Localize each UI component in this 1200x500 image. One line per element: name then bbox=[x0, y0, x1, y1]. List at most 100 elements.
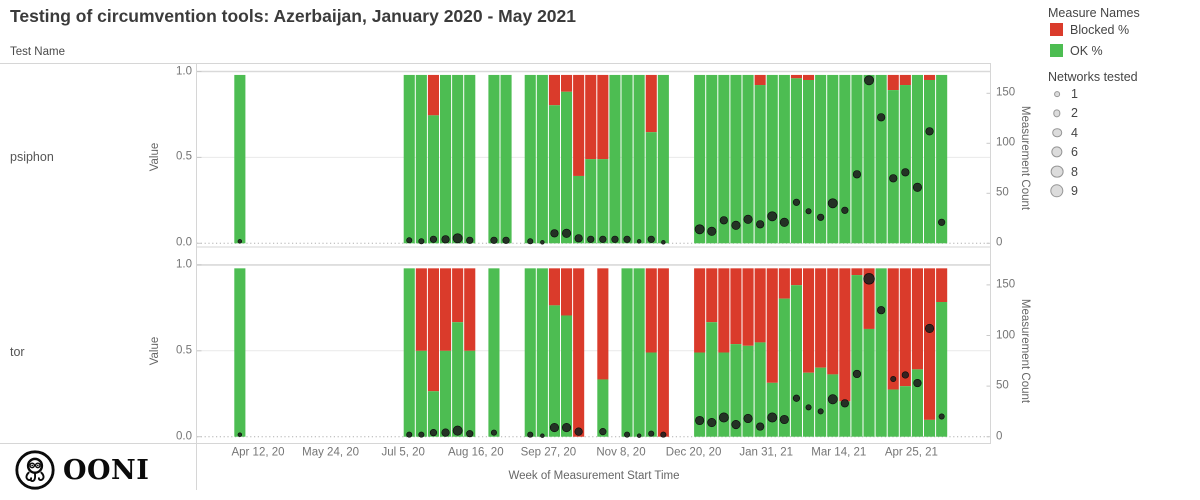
ok-segment[interactable] bbox=[548, 105, 560, 244]
week-bar-psiphon[interactable] bbox=[863, 74, 875, 244]
measurement-count-dot[interactable] bbox=[912, 182, 923, 192]
week-bar-psiphon[interactable] bbox=[657, 74, 669, 244]
week-bar-psiphon[interactable] bbox=[911, 74, 923, 244]
blocked-segment[interactable] bbox=[754, 74, 766, 86]
blocked-segment[interactable] bbox=[597, 74, 609, 160]
ok-segment[interactable] bbox=[427, 391, 439, 437]
ok-segment[interactable] bbox=[778, 298, 790, 437]
blocked-segment[interactable] bbox=[548, 268, 560, 306]
ok-segment[interactable] bbox=[234, 74, 246, 244]
measurement-count-dot[interactable] bbox=[743, 214, 753, 224]
week-bar-psiphon[interactable] bbox=[778, 74, 790, 244]
blocked-segment[interactable] bbox=[803, 74, 815, 80]
measurement-count-dot[interactable] bbox=[756, 220, 765, 229]
blocked-segment[interactable] bbox=[851, 268, 863, 276]
week-bar-psiphon[interactable] bbox=[790, 74, 802, 244]
blocked-segment[interactable] bbox=[415, 268, 427, 351]
measurement-count-dot[interactable] bbox=[406, 431, 413, 438]
measurement-count-dot[interactable] bbox=[817, 213, 825, 221]
measurement-count-dot[interactable] bbox=[502, 236, 510, 244]
measurement-count-dot[interactable] bbox=[925, 127, 934, 136]
ok-segment[interactable] bbox=[645, 132, 657, 244]
ok-segment[interactable] bbox=[234, 268, 246, 437]
blocked-segment[interactable] bbox=[863, 268, 875, 329]
ok-segment[interactable] bbox=[742, 345, 754, 437]
blocked-segment[interactable] bbox=[899, 268, 911, 387]
week-bar-psiphon[interactable] bbox=[500, 74, 512, 244]
ok-segment[interactable] bbox=[464, 350, 476, 437]
measurement-count-dot[interactable] bbox=[623, 235, 631, 243]
week-bar-psiphon[interactable] bbox=[766, 74, 778, 244]
ok-segment[interactable] bbox=[694, 74, 706, 244]
week-bar-tor[interactable] bbox=[754, 268, 766, 437]
week-bar-psiphon[interactable] bbox=[488, 74, 500, 244]
measurement-count-dot[interactable] bbox=[406, 237, 413, 244]
ok-segment[interactable] bbox=[633, 74, 645, 244]
week-bar-psiphon[interactable] bbox=[875, 74, 887, 244]
ok-segment[interactable] bbox=[524, 268, 536, 437]
measurement-count-dot[interactable] bbox=[527, 238, 534, 245]
week-bar-psiphon[interactable] bbox=[730, 74, 742, 244]
blocked-segment[interactable] bbox=[766, 268, 778, 383]
week-bar-tor[interactable] bbox=[790, 268, 802, 437]
ok-segment[interactable] bbox=[645, 352, 657, 437]
ok-segment[interactable] bbox=[488, 268, 500, 437]
week-bar-tor[interactable] bbox=[464, 268, 476, 437]
week-bar-tor[interactable] bbox=[694, 268, 706, 437]
blocked-segment[interactable] bbox=[657, 268, 669, 437]
week-bar-psiphon[interactable] bbox=[839, 74, 851, 244]
week-bar-psiphon[interactable] bbox=[645, 74, 657, 244]
week-bar-psiphon[interactable] bbox=[548, 74, 560, 244]
measurement-count-dot[interactable] bbox=[779, 414, 789, 425]
week-bar-tor[interactable] bbox=[403, 268, 415, 437]
week-bar-tor[interactable] bbox=[440, 268, 452, 437]
ok-segment[interactable] bbox=[899, 386, 911, 437]
blocked-segment[interactable] bbox=[597, 268, 609, 380]
ok-segment[interactable] bbox=[694, 352, 706, 437]
ok-segment[interactable] bbox=[851, 74, 863, 244]
measurement-count-dot[interactable] bbox=[767, 211, 778, 222]
week-bar-tor[interactable] bbox=[730, 268, 742, 437]
ok-segment[interactable] bbox=[718, 352, 730, 437]
measurement-count-dot[interactable] bbox=[841, 206, 849, 214]
measurement-count-dot[interactable] bbox=[429, 429, 438, 437]
measurement-count-dot[interactable] bbox=[938, 218, 946, 226]
blocked-segment[interactable] bbox=[561, 74, 573, 92]
measurement-count-dot[interactable] bbox=[718, 412, 729, 423]
ok-segment[interactable] bbox=[766, 382, 778, 437]
ok-segment[interactable] bbox=[500, 74, 512, 244]
measurement-count-dot[interactable] bbox=[924, 323, 935, 333]
blocked-segment[interactable] bbox=[911, 268, 923, 370]
ok-segment[interactable] bbox=[911, 74, 923, 244]
ok-segment[interactable] bbox=[718, 74, 730, 244]
measurement-count-dot[interactable] bbox=[466, 430, 474, 438]
ok-segment[interactable] bbox=[936, 74, 948, 244]
blocked-segment[interactable] bbox=[561, 268, 573, 316]
ok-segment[interactable] bbox=[609, 74, 621, 244]
measurement-count-dot[interactable] bbox=[661, 240, 666, 245]
measurement-count-dot[interactable] bbox=[490, 236, 498, 244]
ok-segment[interactable] bbox=[403, 268, 415, 437]
ok-segment[interactable] bbox=[548, 305, 560, 437]
measurement-count-dot[interactable] bbox=[527, 431, 534, 438]
ok-segment[interactable] bbox=[524, 74, 536, 244]
week-bar-tor[interactable] bbox=[621, 268, 633, 437]
measurement-count-dot[interactable] bbox=[549, 423, 560, 433]
measurement-count-dot[interactable] bbox=[611, 235, 619, 243]
week-bar-tor[interactable] bbox=[815, 268, 827, 437]
week-bar-tor[interactable] bbox=[875, 268, 887, 437]
ok-segment[interactable] bbox=[452, 322, 464, 437]
row-label-psiphon[interactable]: psiphon bbox=[10, 150, 54, 164]
measurement-count-dot[interactable] bbox=[743, 413, 753, 424]
measurement-count-dot[interactable] bbox=[237, 432, 243, 437]
measurement-count-dot[interactable] bbox=[624, 431, 631, 438]
week-bar-tor[interactable] bbox=[718, 268, 730, 437]
measurement-count-dot[interactable] bbox=[792, 198, 801, 206]
ok-segment[interactable] bbox=[766, 74, 778, 244]
ok-segment[interactable] bbox=[427, 115, 439, 244]
ok-segment[interactable] bbox=[730, 344, 742, 437]
ok-segment[interactable] bbox=[851, 275, 863, 437]
ok-segment[interactable] bbox=[754, 85, 766, 244]
measurement-count-dot[interactable] bbox=[418, 238, 425, 245]
week-bar-tor[interactable] bbox=[911, 268, 923, 437]
